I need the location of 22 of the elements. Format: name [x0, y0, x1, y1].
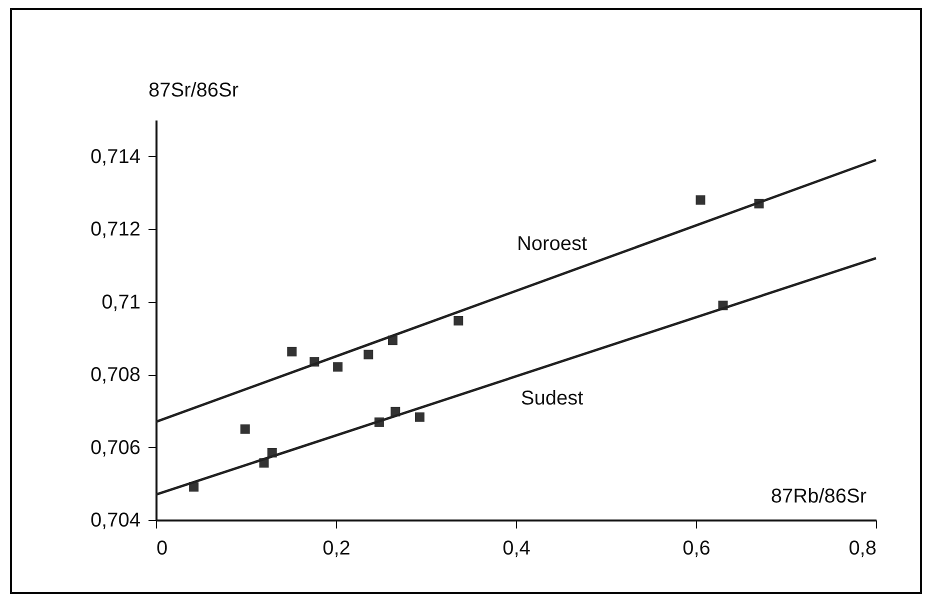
- x-axis-title: 87Rb/86Sr: [770, 486, 867, 508]
- y-tick-label: 0,712: [90, 218, 140, 241]
- x-tick-label: 0,4: [502, 538, 530, 560]
- y-tick-label: 0,714: [90, 146, 140, 168]
- point: [333, 362, 343, 372]
- point: [414, 412, 424, 422]
- x-tick-label: 0: [156, 538, 168, 560]
- point: [696, 195, 706, 205]
- series-label: Sudest: [520, 388, 584, 410]
- y-tick-label: 0,706: [90, 436, 140, 459]
- y-axis-title: 87Sr/86Sr: [148, 80, 239, 102]
- y-tick-label: 0,704: [90, 510, 140, 532]
- x-tick-label: 0,2: [322, 538, 350, 560]
- point: [454, 316, 464, 326]
- x-tick-label: 0,8: [848, 538, 876, 560]
- point: [287, 346, 297, 356]
- point: [240, 424, 250, 434]
- point: [364, 350, 374, 360]
- series-label: Noroest: [516, 232, 588, 255]
- y-tick-label: 0,71: [102, 291, 140, 314]
- x-tick-label: 0,6: [682, 538, 710, 560]
- y-tick-label: 0,708: [90, 364, 140, 386]
